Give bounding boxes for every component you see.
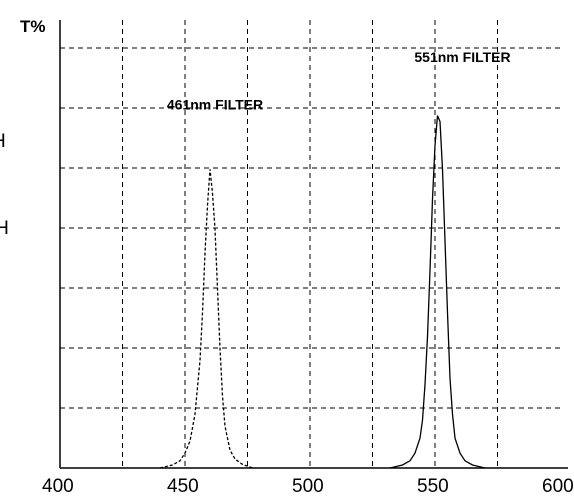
series-line-1 xyxy=(159,169,253,469)
labels-layer: 400 450 500 550 600 нм 461nm FILTER 551nm FILT… xyxy=(42,49,574,497)
x-tick-label: 400 xyxy=(42,476,74,497)
x-tick-label: 450 xyxy=(167,476,199,497)
grid-layer xyxy=(60,20,560,468)
x-tick-label: 550 xyxy=(417,476,449,497)
series-layer xyxy=(159,115,486,469)
annotation-label-1: 461nm FILTER xyxy=(167,97,263,113)
left-edge-text-1: Н xyxy=(0,131,6,152)
annotation-label-2: 551nm FILTER xyxy=(414,49,510,65)
x-tick-label: 600 нм xyxy=(542,476,574,497)
x-tick-label: 500 xyxy=(292,476,324,497)
left-edge-text-2: мН xyxy=(0,218,9,239)
y-axis-label: T% xyxy=(20,17,46,36)
series-line-2 xyxy=(389,115,486,469)
axes-layer xyxy=(59,20,568,469)
